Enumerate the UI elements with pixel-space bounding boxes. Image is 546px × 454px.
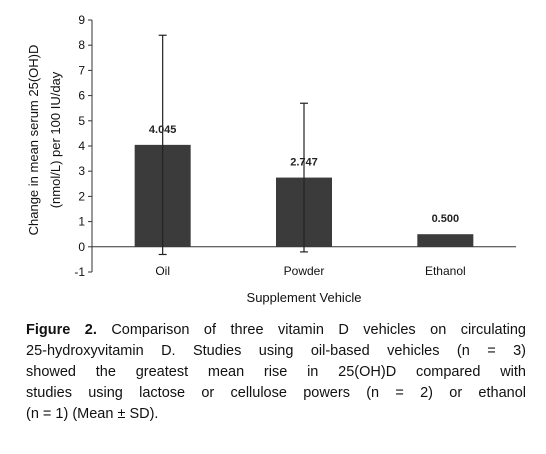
data-label: 4.045: [149, 124, 177, 136]
x-axis-label: Supplement Vehicle: [247, 290, 362, 305]
data-label: 0.500: [432, 213, 460, 225]
caption-text-1: Comparison of three vitamin D vehicles o…: [111, 322, 526, 338]
x-tick-label: Ethanol: [425, 264, 466, 278]
chart-x-tick-labels: Oil Powder Ethanol: [155, 264, 465, 278]
y-tick-label: -1: [74, 265, 85, 279]
caption-line-1: Figure 2. Comparison of three vitamin D …: [26, 320, 526, 341]
figure-caption: Figure 2. Comparison of three vitamin D …: [26, 320, 526, 425]
y-tick-label: 3: [78, 164, 85, 178]
y-tick-label: 6: [78, 89, 85, 103]
y-tick-label: 2: [78, 189, 85, 203]
caption-line-3: showed the greatest mean rise in 25(OH)D…: [26, 364, 526, 380]
chart-data-labels: 4.045 2.747 0.500: [149, 124, 459, 225]
y-tick-label: 9: [78, 13, 85, 27]
chart-error-bars: [158, 34, 308, 256]
figure-label: Figure 2.: [26, 322, 97, 338]
caption-line-5: (n = 1) (Mean ± SD).: [26, 406, 159, 422]
y-tick-label: 0: [78, 240, 85, 254]
caption-line-4: studies using lactose or cellulose power…: [26, 385, 526, 401]
data-label: 2.747: [290, 157, 318, 169]
y-tick-label: 7: [78, 63, 85, 77]
caption-line-2: 25-hydroxyvitamin D. Studies using oil-b…: [26, 343, 526, 359]
chart-y-tick-labels: -1 0 1 2 3 4 5 6 7 8 9: [74, 13, 85, 279]
bar-chart: 4.045 2.747 0.500 -1 0 1 2 3 4 5 6 7 8 9 Oil Powder Et…: [26, 13, 516, 305]
y-tick-label: 5: [78, 114, 85, 128]
y-tick-label: 4: [78, 139, 85, 153]
y-tick-label: 8: [78, 38, 85, 52]
y-axis-label-line-2: (nmol/L) per 100 IU/day: [48, 71, 63, 208]
bar: [417, 234, 474, 247]
x-tick-label: Oil: [155, 264, 170, 278]
y-axis-label-line-1: Change in mean serum 25(OH)D: [26, 45, 41, 236]
x-tick-label: Powder: [284, 264, 325, 278]
y-tick-label: 1: [78, 215, 85, 229]
